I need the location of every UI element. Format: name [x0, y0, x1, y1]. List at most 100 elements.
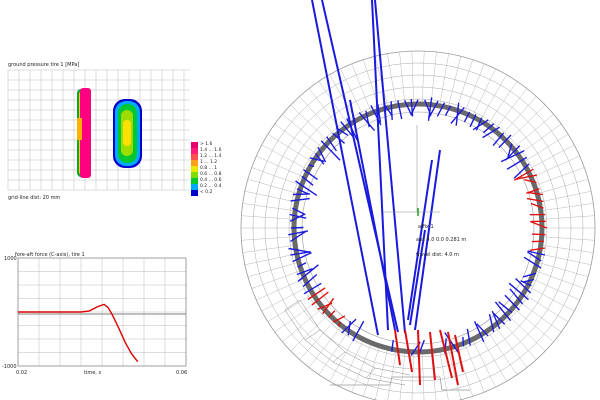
force-vector	[337, 321, 342, 327]
mesh-spoke	[448, 350, 462, 400]
force-vector	[295, 180, 318, 196]
mesh-spoke	[533, 155, 580, 178]
force-vector	[529, 247, 546, 251]
legend-label: 1.4 ... 1.6	[200, 148, 222, 153]
legend-label: 1.2 ... 1.4	[200, 154, 222, 159]
mesh-spoke	[399, 51, 406, 103]
force-vector	[508, 282, 529, 301]
force-vector	[370, 105, 382, 126]
mesh-spoke	[251, 167, 300, 186]
mesh-spoke	[502, 321, 537, 360]
force-vector	[493, 312, 506, 325]
origin-label: affix 1	[418, 224, 434, 230]
force-vector	[292, 251, 312, 263]
mesh-spoke	[524, 134, 569, 162]
mesh-spoke	[261, 144, 307, 169]
force-vector	[391, 339, 394, 352]
mesh-spoke	[519, 123, 562, 155]
force-vector	[290, 230, 306, 242]
mesh-spoke	[439, 53, 449, 104]
mesh-spoke	[261, 287, 307, 312]
mesh-spoke	[247, 178, 297, 194]
force-vector	[322, 297, 335, 315]
mesh-spoke	[242, 245, 294, 253]
force-vector	[473, 321, 485, 343]
force-vector	[527, 191, 543, 196]
contact-force-lines	[394, 329, 464, 386]
mesh-spoke	[387, 352, 397, 400]
mesh-spoke	[529, 144, 575, 169]
force-vector	[506, 156, 528, 170]
force-vector	[509, 288, 524, 305]
mesh-spoke	[241, 215, 293, 220]
force-vector	[328, 310, 336, 318]
force-vector	[340, 121, 354, 137]
mesh-spoke	[464, 63, 485, 112]
force-vector	[498, 301, 513, 314]
mesh-spoke	[308, 327, 341, 368]
force-vector	[290, 197, 310, 202]
force-vector	[288, 247, 311, 253]
force-vector	[397, 100, 403, 120]
force-vector	[504, 294, 520, 311]
mesh-spoke	[508, 104, 546, 141]
mesh-spoke	[299, 321, 334, 360]
force-vector	[303, 169, 318, 180]
mesh-spoke	[502, 96, 537, 135]
contact-patch-left	[77, 88, 91, 178]
force-vector	[475, 117, 483, 131]
mesh-spoke	[374, 350, 388, 400]
mesh-spoke	[542, 203, 594, 211]
mesh-spoke	[399, 353, 406, 400]
x-tick-right: 0.06	[176, 370, 188, 376]
force-vector	[527, 251, 542, 262]
mesh-spoke	[472, 341, 496, 388]
force-vector	[291, 207, 306, 216]
mesh-spoke	[267, 294, 312, 322]
mesh-spoke	[351, 344, 372, 393]
mesh-spoke	[422, 353, 425, 400]
mesh-spoke	[430, 353, 437, 400]
mesh-spoke	[247, 262, 297, 278]
force-vector	[522, 272, 537, 278]
position-readout: abs 4.0 0.0 0.281 m	[416, 237, 467, 243]
force-vector	[472, 119, 489, 131]
mesh-spoke	[536, 270, 585, 289]
mesh-spoke	[387, 53, 397, 104]
force-vector	[530, 202, 544, 209]
mesh-spoke	[533, 278, 580, 301]
mesh-spoke	[290, 315, 328, 352]
mesh-spoke	[241, 236, 293, 241]
force-vector	[365, 110, 370, 128]
legend-swatch	[191, 148, 198, 154]
mesh-spoke	[256, 155, 303, 178]
legend-swatch	[191, 184, 198, 190]
force-vector	[513, 163, 530, 179]
mesh-spoke	[244, 190, 295, 203]
force-vector	[403, 100, 413, 116]
mesh-spoke	[541, 253, 592, 266]
force-vector	[482, 123, 495, 134]
contact-patch-right	[113, 99, 142, 168]
mesh-spoke	[299, 96, 334, 135]
mesh-spoke	[290, 104, 328, 141]
x-tick-left: 0.02	[16, 370, 28, 376]
force-vector	[520, 280, 532, 287]
travel-readout: travel dist: 4.0 m	[416, 252, 459, 258]
force-vector	[531, 233, 546, 236]
force-panel-title: fore-aft force (C-axis), tire 1	[15, 252, 85, 258]
mesh-spoke	[514, 114, 554, 148]
force-vector	[320, 140, 341, 161]
legend-label: < 0.2	[200, 190, 213, 195]
mesh-spoke	[529, 287, 575, 312]
force-vector	[314, 153, 325, 165]
origin-marker	[383, 125, 440, 216]
mesh-spoke	[282, 308, 322, 342]
mesh-spoke	[541, 190, 592, 203]
mesh-spoke	[495, 327, 528, 368]
x-axis-label: time, s	[84, 370, 102, 376]
force-vector	[317, 146, 327, 163]
mesh-spoke	[439, 352, 449, 400]
